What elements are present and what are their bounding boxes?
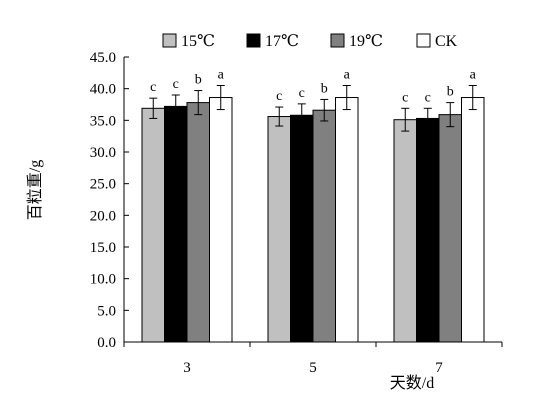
significance-label: b <box>195 73 202 88</box>
x-tick-label: 7 <box>435 360 443 376</box>
significance-label: a <box>218 68 225 83</box>
bar <box>416 117 440 343</box>
bar <box>438 114 462 343</box>
legend-swatch <box>416 33 431 48</box>
significance-label: b <box>447 85 454 100</box>
y-axis-title: 百粒重/g <box>26 160 44 220</box>
y-tick-label: 15.0 <box>90 240 116 256</box>
significance-label: a <box>470 68 477 83</box>
x-axis-title: 天数/d <box>390 374 434 392</box>
legend-swatch <box>162 33 177 48</box>
y-tick-label: 30.0 <box>90 145 116 161</box>
significance-label: c <box>425 90 431 105</box>
y-tick-label: 10.0 <box>90 272 116 288</box>
legend-swatch <box>246 33 261 48</box>
y-tick-label: 0.0 <box>97 335 116 351</box>
significance-label: b <box>321 81 328 96</box>
plot-area: c c b a c c b a c c b a <box>141 68 485 343</box>
bar <box>141 107 165 343</box>
y-tick-label: 25.0 <box>90 177 116 193</box>
bar <box>267 116 291 343</box>
significance-label: c <box>150 80 156 95</box>
axes: 0.0 5.0 10.0 15.0 20.0 25.0 30.0 35.0 40.0 45.0 3 5… <box>90 50 503 376</box>
y-tick-label: 20.0 <box>90 208 116 224</box>
bar <box>209 97 233 343</box>
bar <box>186 102 210 343</box>
y-tick-label: 45.0 <box>90 50 116 66</box>
bar <box>290 114 314 343</box>
legend: 15℃ 17℃ 19℃ CK <box>162 33 458 50</box>
x-tick-label: 3 <box>183 360 191 376</box>
bar <box>393 119 417 343</box>
significance-label: c <box>173 77 179 92</box>
x-tick-label: 5 <box>309 360 317 376</box>
bar <box>164 105 188 343</box>
significance-label: c <box>276 89 282 104</box>
y-tick-label: 35.0 <box>90 113 116 129</box>
bar <box>335 97 359 343</box>
y-tick-label: 5.0 <box>97 303 116 319</box>
legend-label: CK <box>435 33 458 50</box>
legend-swatch <box>330 33 345 48</box>
significance-label: a <box>344 68 351 83</box>
significance-label: c <box>299 86 305 101</box>
significance-label: c <box>402 90 408 105</box>
bar <box>461 97 485 343</box>
legend-label: 19℃ <box>349 33 383 50</box>
y-tick-label: 40.0 <box>90 82 116 98</box>
legend-label: 15℃ <box>181 33 215 50</box>
bar <box>312 109 336 343</box>
legend-label: 17℃ <box>265 33 299 50</box>
